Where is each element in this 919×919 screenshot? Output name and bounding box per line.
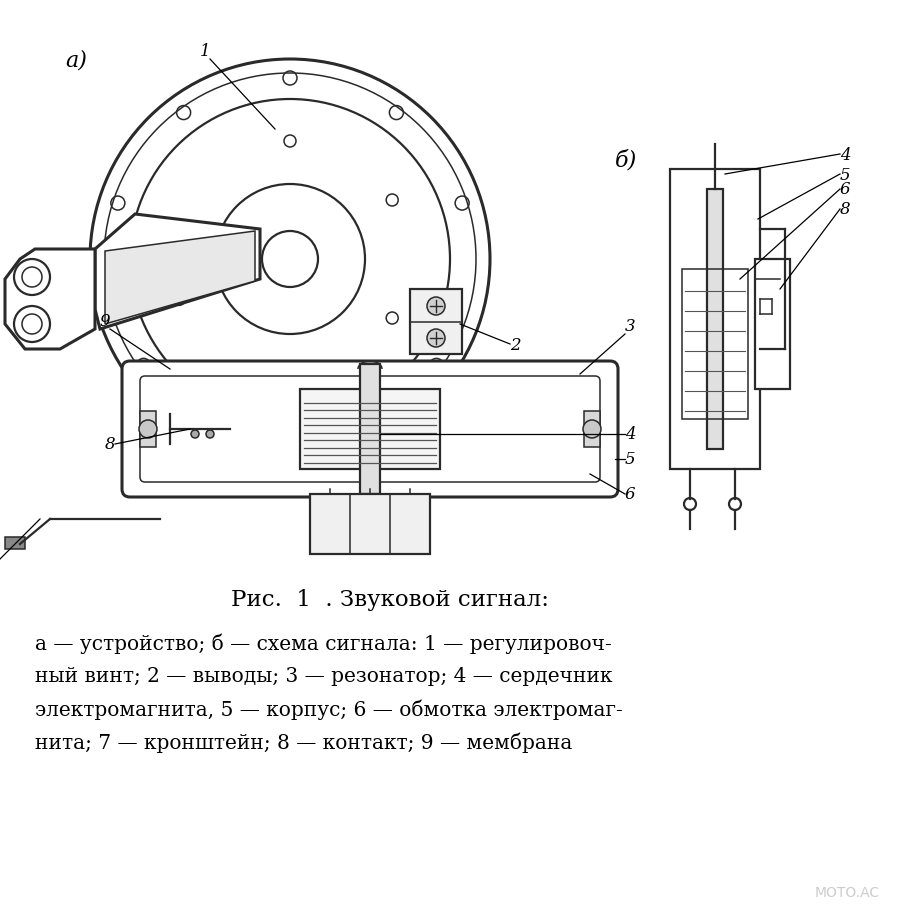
Circle shape <box>206 430 214 438</box>
Text: 2: 2 <box>509 336 520 353</box>
Circle shape <box>139 421 157 438</box>
Bar <box>140 412 156 448</box>
Text: а — устройство; б — схема сигнала: 1 — регулировоч-: а — устройство; б — схема сигнала: 1 — р… <box>35 633 611 653</box>
Text: 3: 3 <box>624 318 635 335</box>
Text: нита; 7 — кронштейн; 8 — контакт; 9 — мембрана: нита; 7 — кронштейн; 8 — контакт; 9 — ме… <box>35 732 572 753</box>
Text: 4: 4 <box>839 146 850 164</box>
Text: 6: 6 <box>839 181 850 199</box>
Circle shape <box>14 307 50 343</box>
Polygon shape <box>5 250 95 349</box>
Text: ный винт; 2 — выводы; 3 — резонатор; 4 — сердечник: ный винт; 2 — выводы; 3 — резонатор; 4 —… <box>35 666 612 686</box>
Bar <box>681 269 747 420</box>
Text: 5: 5 <box>624 451 635 468</box>
Text: б): б) <box>614 150 637 172</box>
Text: 4: 4 <box>624 426 635 443</box>
Bar <box>300 390 439 470</box>
Bar <box>754 260 789 390</box>
FancyBboxPatch shape <box>122 361 618 497</box>
Circle shape <box>191 430 199 438</box>
Circle shape <box>14 260 50 296</box>
Text: 8: 8 <box>839 201 850 218</box>
Text: электромагнита, 5 — корпус; 6 — обмотка электромаг-: электромагнита, 5 — корпус; 6 — обмотка … <box>35 699 622 720</box>
Bar <box>584 412 599 448</box>
Text: 6: 6 <box>624 486 635 503</box>
Text: 8: 8 <box>104 436 115 453</box>
Circle shape <box>426 330 445 347</box>
Text: а): а) <box>65 50 86 72</box>
Text: 5: 5 <box>839 166 850 183</box>
Bar <box>5 538 25 550</box>
Circle shape <box>426 298 445 315</box>
Polygon shape <box>105 232 255 324</box>
Bar <box>410 289 461 355</box>
Bar <box>669 170 759 470</box>
Bar <box>359 365 380 494</box>
Bar <box>310 494 429 554</box>
Text: Рис.  1  . Звуковой сигнал:: Рис. 1 . Звуковой сигнал: <box>231 588 549 610</box>
Bar <box>706 190 722 449</box>
Text: MOTO.AC: MOTO.AC <box>814 885 879 899</box>
Circle shape <box>583 421 600 438</box>
Polygon shape <box>95 215 260 330</box>
Text: 1: 1 <box>199 43 210 60</box>
Text: 9: 9 <box>99 312 110 330</box>
